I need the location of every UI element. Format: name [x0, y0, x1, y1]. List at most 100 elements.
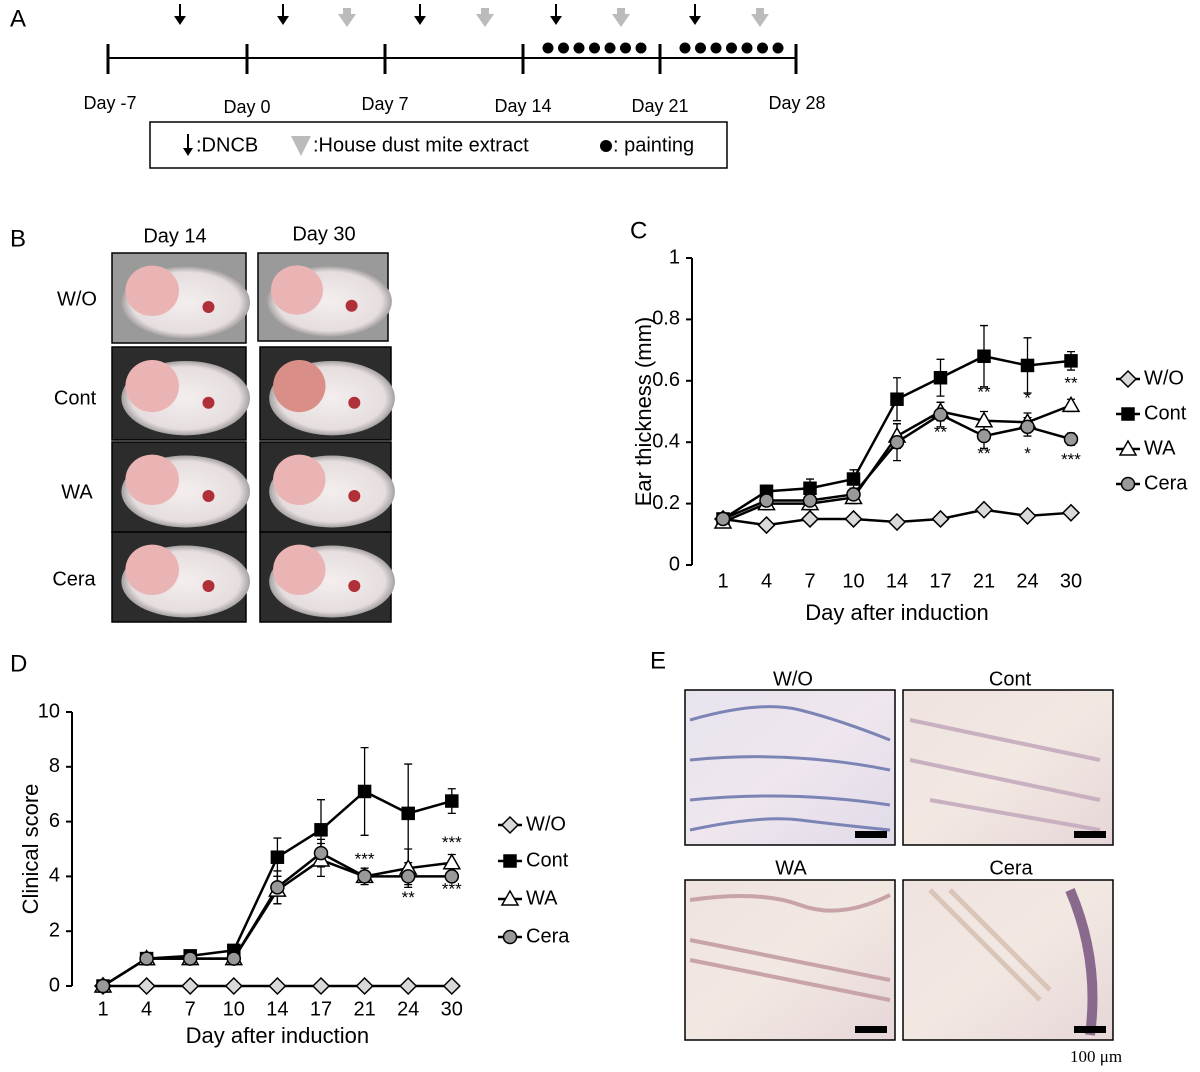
- legend-label: WA: [1144, 437, 1176, 459]
- mouse-ear: [273, 360, 326, 413]
- marker: [887, 512, 907, 532]
- marker: [757, 516, 776, 535]
- marker: [502, 929, 518, 945]
- significance: **: [402, 888, 416, 907]
- marker: [974, 500, 994, 519]
- marker: [442, 976, 461, 996]
- x-tick-label: 4: [141, 998, 152, 1020]
- marker: [890, 392, 904, 406]
- marker: [1061, 395, 1081, 413]
- significance: **: [934, 422, 948, 441]
- x-tick-label: 24: [1016, 570, 1038, 592]
- marker: [1061, 503, 1081, 522]
- mouse-ear: [273, 544, 326, 595]
- marker: [399, 976, 418, 996]
- x-tick-label: 21: [973, 570, 995, 592]
- panel-a: A Day -7 Day 0 Day 7 Day 14 Day 21 Day 2…: [10, 4, 826, 169]
- x-tick-label: 7: [804, 570, 815, 592]
- painting-dot: [635, 42, 647, 54]
- panel-label: D: [10, 650, 27, 677]
- marker: [181, 976, 200, 996]
- marker: [933, 407, 948, 422]
- x-tick-label: 30: [441, 998, 463, 1020]
- mite-arrow-head: [338, 14, 356, 27]
- x-tick-label: 17: [310, 998, 332, 1020]
- column-label: Day 14: [143, 225, 206, 247]
- mouse-eye: [348, 396, 361, 409]
- legend-text: :House dust mite extract: [313, 134, 529, 156]
- mite-arrow: [343, 8, 351, 16]
- y-tick-label: 6: [49, 810, 60, 832]
- mouse-photos: [111, 252, 395, 623]
- significance: *: [1024, 389, 1031, 408]
- legend-box: [149, 121, 728, 169]
- x-tick-label: 7: [185, 998, 196, 1020]
- marker: [715, 511, 731, 527]
- scale-label: 100 μm: [1070, 1047, 1122, 1066]
- marker: [1020, 419, 1035, 435]
- marker: [401, 806, 415, 821]
- x-tick-label: 10: [223, 998, 245, 1020]
- dncb-arrows: [174, 4, 701, 25]
- x-tick-label: 17: [929, 570, 951, 592]
- legend-label: Cont: [526, 849, 569, 871]
- mouse-eye: [202, 301, 215, 313]
- marker: [803, 481, 817, 495]
- legend-label: Cont: [1144, 402, 1187, 424]
- significance: **: [977, 383, 991, 402]
- marker: [445, 794, 459, 808]
- marker: [802, 493, 818, 508]
- dncb-arrow-head: [550, 16, 562, 25]
- dncb-arrow-head: [174, 16, 186, 25]
- marker: [846, 487, 861, 502]
- x-tick-label: 14: [266, 998, 288, 1020]
- marker: [357, 869, 372, 884]
- significance: **: [977, 444, 991, 463]
- mouse-ear: [273, 454, 326, 505]
- significance: ***: [1061, 450, 1081, 469]
- marker: [931, 509, 950, 529]
- marker: [313, 845, 329, 861]
- panel-b: B Day 14 Day 30 W/O Cont WA Cera: [10, 223, 395, 623]
- mite-arrow: [617, 8, 625, 16]
- histology-label: Cont: [989, 668, 1032, 690]
- mouse-ear: [271, 265, 323, 315]
- row-label: Cont: [54, 387, 97, 409]
- painting-dot: [772, 42, 784, 54]
- marker: [270, 880, 285, 895]
- row-label: Cera: [52, 568, 96, 590]
- y-axis-label: Ear thickness (mm): [631, 317, 656, 506]
- histology-label: Cera: [989, 857, 1033, 879]
- marker: [1118, 369, 1138, 389]
- mouse-eye: [202, 396, 215, 409]
- dncb-arrow-head: [689, 16, 701, 25]
- marker: [442, 853, 462, 870]
- marker: [977, 349, 991, 363]
- mite-arrows: [338, 8, 769, 27]
- panel-label: C: [630, 217, 647, 244]
- painting-dots: [542, 42, 784, 54]
- day-label: Day 28: [768, 93, 825, 113]
- dncb-arrow-head: [414, 16, 426, 25]
- marker: [500, 815, 520, 835]
- marker: [1063, 431, 1079, 447]
- x-axis-label: Day after induction: [805, 600, 988, 625]
- painting-dot: [710, 42, 722, 54]
- day-label: Day 14: [494, 96, 551, 116]
- marker: [400, 869, 416, 884]
- mouse-ear: [125, 544, 179, 595]
- marker: [182, 951, 198, 966]
- day-label: Day 7: [361, 94, 408, 114]
- y-tick-label: 2: [49, 919, 60, 941]
- legend-text: : painting: [613, 134, 694, 156]
- painting-dot: [558, 42, 569, 54]
- mouse-eye: [348, 580, 361, 592]
- dncb-arrow-head: [277, 16, 289, 25]
- marker: [759, 493, 774, 508]
- x-tick-label: 4: [761, 570, 772, 592]
- marker: [974, 411, 994, 428]
- mouse-ear: [125, 265, 179, 316]
- x-tick-label: 21: [353, 998, 375, 1020]
